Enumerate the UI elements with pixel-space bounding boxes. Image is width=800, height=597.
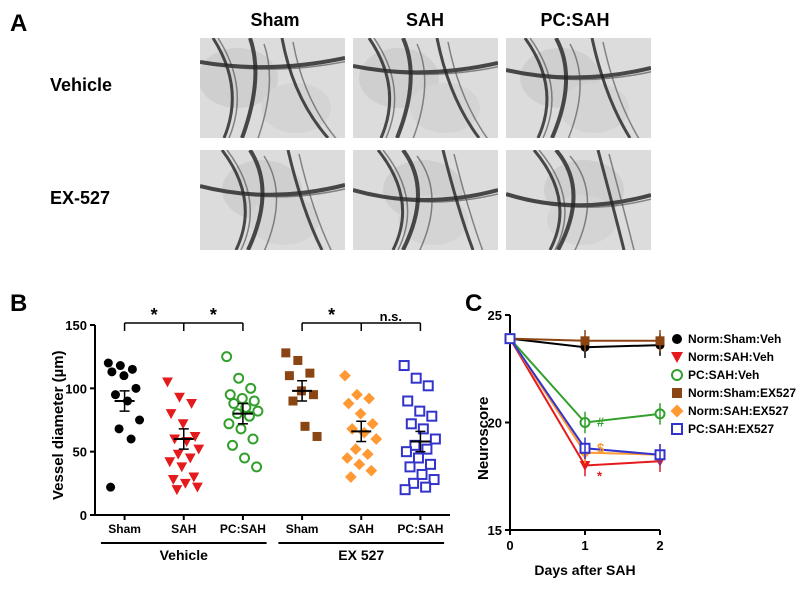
svg-text:*: *	[597, 468, 603, 483]
svg-text:n.s.: n.s.	[380, 309, 402, 324]
svg-text:50: 50	[73, 445, 87, 460]
row-label-ex527: EX-527	[50, 188, 170, 209]
microscopy-image	[353, 38, 498, 138]
svg-text:100: 100	[65, 381, 87, 396]
panel-b-label: B	[10, 290, 27, 318]
panel-c-ylabel: Neuroscore	[475, 397, 492, 480]
microscopy-image	[353, 150, 498, 250]
svg-text:2: 2	[656, 538, 663, 553]
svg-text:Sham: Sham	[108, 522, 141, 536]
svg-text:15: 15	[488, 523, 502, 538]
svg-text:PC:SAH: PC:SAH	[397, 522, 443, 536]
legend-item: Norm:Sham:Veh	[670, 330, 796, 348]
panel-a-col-headers: Sham SAH PC:SAH	[200, 10, 650, 31]
svg-text:SAH: SAH	[349, 522, 374, 536]
legend-item: Norm:SAH:EX527	[670, 402, 796, 420]
svg-text:$: $	[597, 440, 605, 455]
panel-a-label: A	[10, 10, 27, 38]
svg-text:#: #	[597, 415, 605, 430]
svg-text:0: 0	[506, 538, 513, 553]
svg-text:25: 25	[488, 308, 502, 323]
panel-a: Sham SAH PC:SAH Vehicle EX-527	[50, 10, 670, 270]
svg-text:SAH: SAH	[171, 522, 196, 536]
microscopy-image	[506, 150, 651, 250]
figure: A Sham SAH PC:SAH Vehicle EX-527 B 05010…	[10, 10, 790, 587]
col-header: PC:SAH	[500, 10, 650, 31]
microscopy-grid	[200, 38, 651, 250]
svg-text:0: 0	[80, 508, 87, 523]
legend-item: Norm:Sham:EX527	[670, 384, 796, 402]
col-header: SAH	[350, 10, 500, 31]
svg-text:150: 150	[65, 318, 87, 333]
panel-c: 152025012Days after SAH#$*#&&* Neuroscor…	[470, 300, 790, 580]
col-header: Sham	[200, 10, 350, 31]
panel-c-chart: 152025012Days after SAH#$*#&&*	[470, 300, 670, 580]
microscopy-image	[200, 38, 345, 138]
panel-b-ylabel: Vessel diameter (µm)	[50, 350, 67, 500]
panel-b-chart: 0 50 100 150 Sham SAH PC:SAH Sham SAH PC:SAH Vehic…	[40, 300, 460, 580]
svg-text:Vehicle: Vehicle	[160, 547, 208, 563]
legend-item: Norm:SAH:Veh	[670, 348, 796, 366]
legend-item: PC:SAH:Veh	[670, 366, 796, 384]
svg-text:*: *	[151, 305, 158, 325]
panel-b: 0 50 100 150 Sham SAH PC:SAH Sham SAH PC:SAH Vehic…	[40, 300, 460, 580]
svg-text:EX 527: EX 527	[338, 547, 384, 563]
svg-text:*: *	[210, 305, 217, 325]
microscopy-image	[506, 38, 651, 138]
svg-text:*: *	[328, 305, 335, 325]
row-label-vehicle: Vehicle	[50, 75, 170, 96]
panel-c-legend: Norm:Sham:VehNorm:SAH:VehPC:SAH:VehNorm:…	[670, 330, 796, 438]
svg-text:Days after SAH: Days after SAH	[534, 562, 635, 578]
svg-text:Sham: Sham	[286, 522, 319, 536]
svg-text:PC:SAH: PC:SAH	[220, 522, 266, 536]
microscopy-image	[200, 150, 345, 250]
legend-item: PC:SAH:EX527	[670, 420, 796, 438]
svg-text:1: 1	[581, 538, 588, 553]
